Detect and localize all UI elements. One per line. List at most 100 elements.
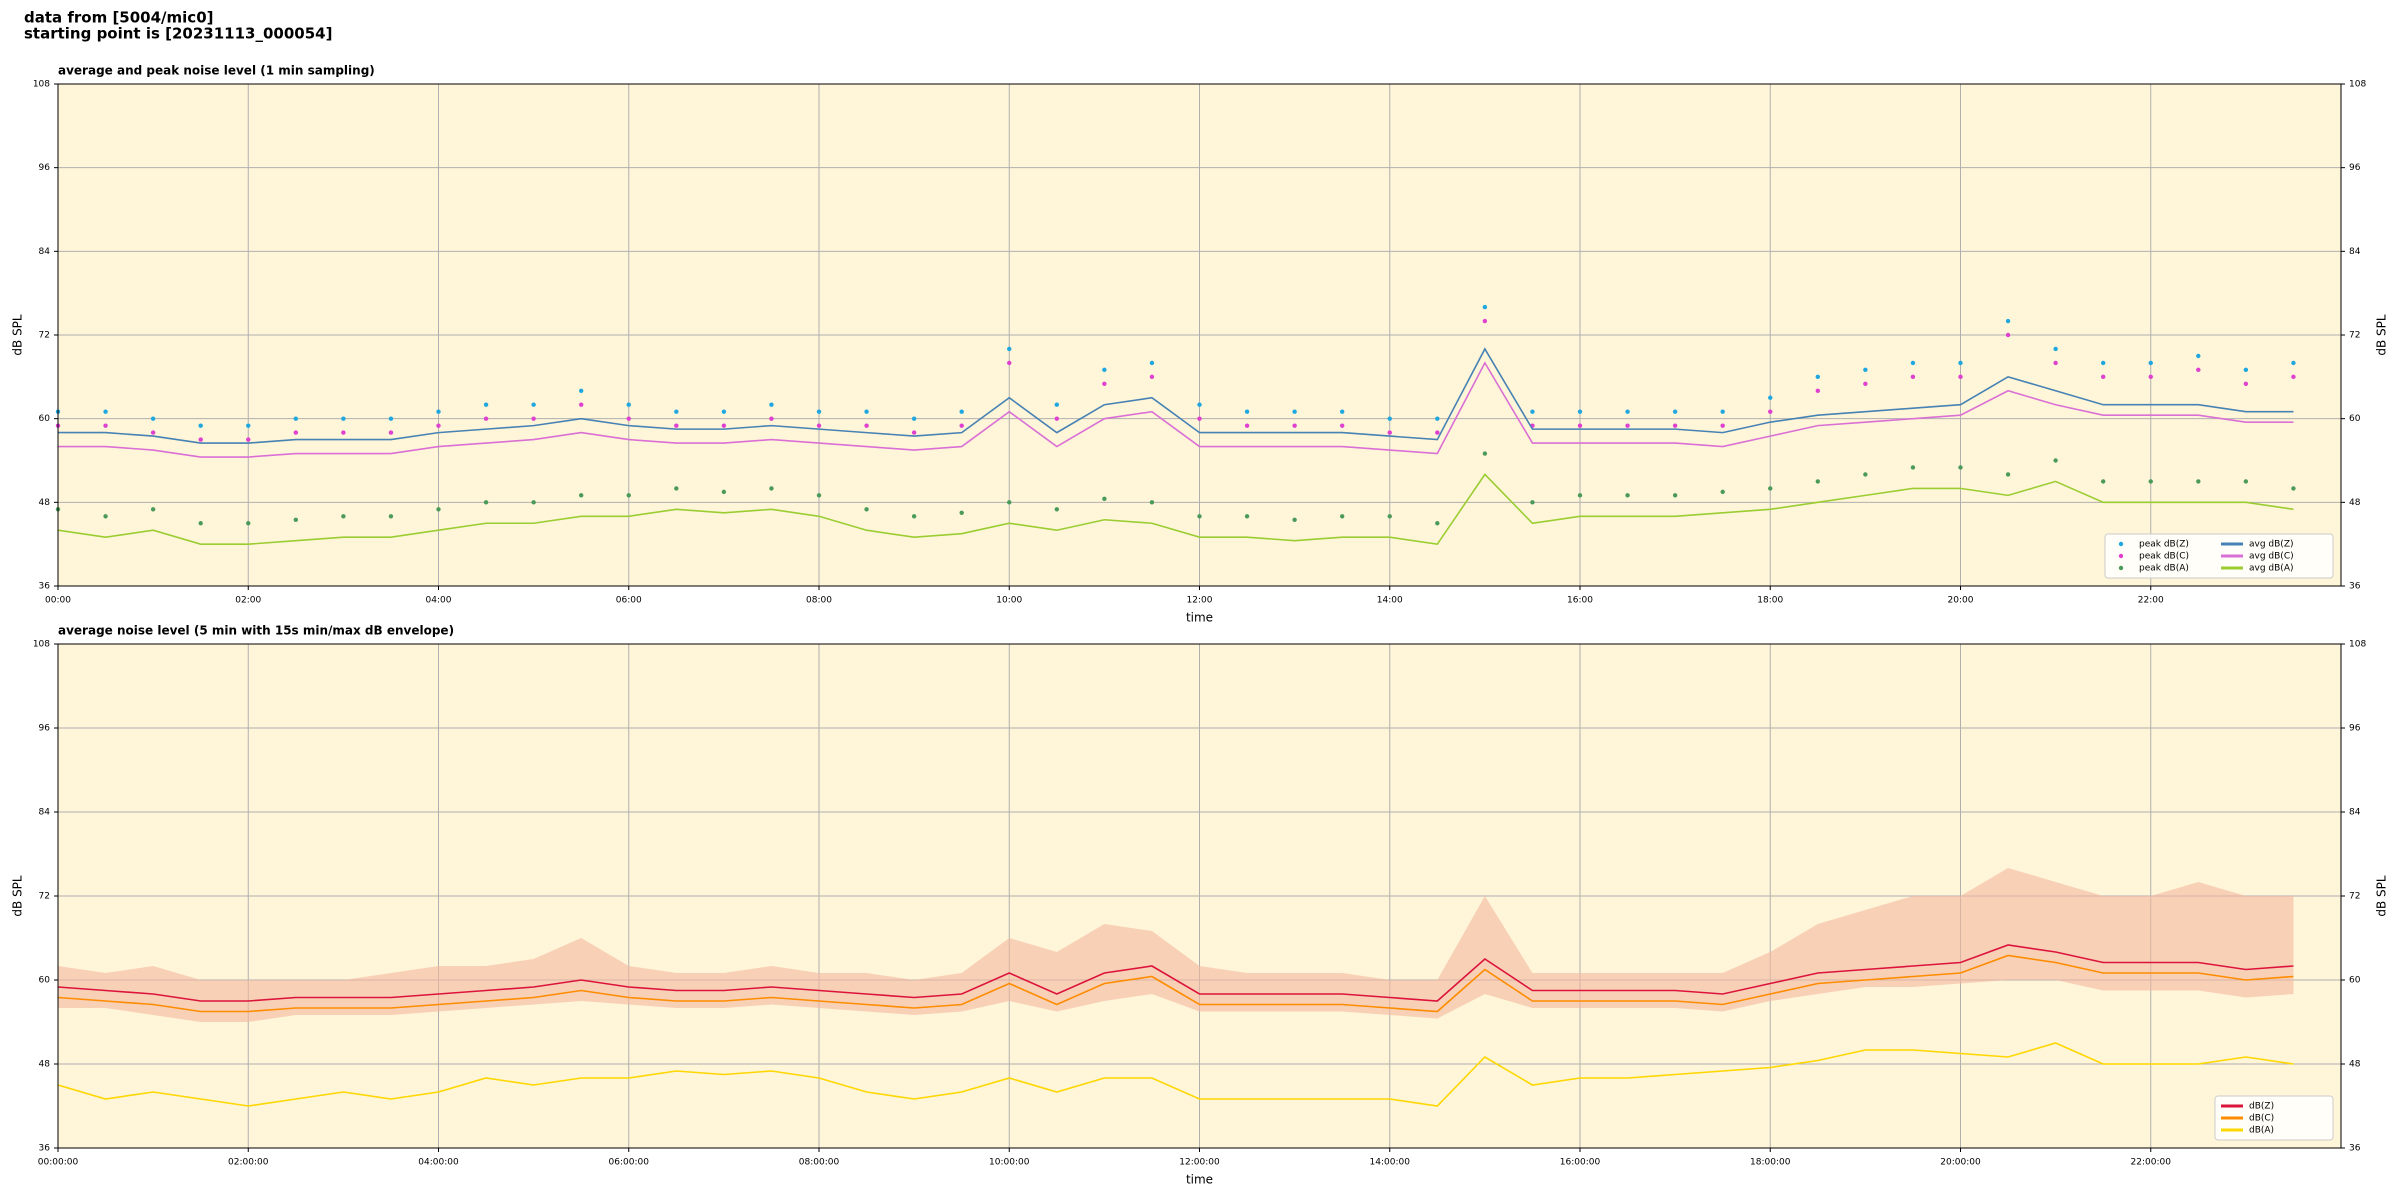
peak-dot <box>2243 381 2249 387</box>
peak-dot <box>2100 479 2106 484</box>
peak-dot <box>578 388 584 393</box>
peak-dot <box>1863 472 1868 477</box>
peak-dot <box>1910 360 1916 366</box>
peak-dot <box>150 507 156 512</box>
series-line <box>58 347 2294 444</box>
y-tick-label: 108 <box>33 80 50 90</box>
x-tick-label: 20:00:00 <box>1940 1158 1981 1168</box>
peak-dot <box>959 409 964 414</box>
peak-dot <box>293 517 299 522</box>
peak-dot <box>246 521 251 526</box>
legend-label: peak dB(C) <box>2139 552 2189 562</box>
x-tick-label: 22:00:00 <box>2131 1158 2172 1168</box>
peak-dot <box>674 486 679 491</box>
peak-dot <box>578 493 584 498</box>
peak-dot <box>911 430 917 435</box>
peak-dot <box>2148 374 2153 380</box>
x-tick-label: 04:00 <box>426 596 452 606</box>
peak-dot <box>1007 500 1012 505</box>
x-tick-label: 22:00 <box>2138 596 2164 606</box>
y-tick-label: 36 <box>39 582 51 592</box>
x-tick-label: 02:00 <box>235 596 261 606</box>
legend-box <box>2214 1095 2334 1141</box>
peak-dot <box>721 423 727 428</box>
peak-dot <box>1482 304 1488 310</box>
peak-dot <box>293 430 299 435</box>
peak-dot <box>578 402 584 407</box>
peak-dot <box>959 510 964 515</box>
peak-dot <box>1863 381 1868 387</box>
legend-label: peak dB(A) <box>2139 564 2189 574</box>
peak-dot <box>2053 458 2058 463</box>
y-tick-label: 84 <box>39 808 51 818</box>
plot-frame <box>57 643 2342 1149</box>
peak-dot <box>864 507 869 512</box>
peak-dot <box>2196 353 2201 359</box>
peak-dot <box>674 409 679 414</box>
peak-dot <box>1197 416 1202 421</box>
peak-dot <box>2005 318 2011 324</box>
peak-dot <box>1577 493 1583 498</box>
peak-dot <box>1672 423 1678 428</box>
peak-dot <box>1435 430 1440 435</box>
peak-dot <box>769 486 774 491</box>
y-tick-label-right: 108 <box>2349 640 2366 650</box>
peak-dot <box>341 416 346 421</box>
peak-dot <box>1768 409 1773 414</box>
x-tick-label: 16:00:00 <box>1560 1158 1601 1168</box>
peak-dot <box>2100 360 2106 366</box>
x-tick-label: 12:00 <box>1187 596 1213 606</box>
peak-dot <box>531 402 536 407</box>
y-tick-label: 72 <box>39 331 50 341</box>
peak-dot <box>1625 409 1630 414</box>
peak-dot <box>1530 409 1535 414</box>
peak-dot <box>1292 409 1297 414</box>
peak-dot <box>1577 409 1583 414</box>
envelope <box>58 868 2294 1022</box>
legend-box <box>2104 533 2334 579</box>
peak-dot <box>2291 374 2296 380</box>
peak-dot <box>626 402 631 407</box>
peak-dot <box>483 500 489 505</box>
peak-dot <box>1054 507 1060 512</box>
plot-frame <box>57 83 2342 587</box>
peak-dot <box>103 514 108 519</box>
peak-dot <box>1197 402 1202 407</box>
peak-dot <box>341 430 346 435</box>
series-line <box>57 954 2294 1013</box>
peak-dot <box>626 493 631 498</box>
peak-dot <box>816 409 822 414</box>
legend-label: avg dB(Z) <box>2249 540 2294 550</box>
peak-dot <box>1863 367 1868 373</box>
peak-dot <box>911 514 917 519</box>
peak-dot <box>2196 479 2201 484</box>
x-tick-label: 16:00 <box>1567 596 1593 606</box>
peak-dot <box>150 430 156 435</box>
panel-title: average noise level (5 min with 15s min/… <box>58 624 454 638</box>
x-tick-label: 00:00 <box>45 596 71 606</box>
peak-dot <box>436 507 441 512</box>
peak-dot <box>2005 332 2011 338</box>
y-tick-label-right: 36 <box>2349 1144 2361 1154</box>
peak-dot <box>2148 479 2153 484</box>
peak-dot <box>626 416 631 421</box>
peak-dot <box>1292 423 1297 428</box>
peak-dot <box>1102 496 1107 502</box>
peak-dot <box>1720 489 1725 495</box>
peak-dot <box>1482 451 1488 456</box>
peak-dot <box>1910 374 1916 380</box>
y-tick-label-right: 96 <box>2349 724 2361 734</box>
x-tick-label: 18:00:00 <box>1750 1158 1791 1168</box>
peak-dot <box>1007 360 1012 366</box>
peak-dot <box>2243 367 2249 373</box>
peak-dot <box>1387 430 1392 435</box>
x-tick-label: 14:00 <box>1377 596 1403 606</box>
legend-label: dB(A) <box>2249 1126 2274 1136</box>
x-tick-label: 18:00 <box>1757 596 1783 606</box>
y-tick-label: 84 <box>39 247 51 257</box>
y-tick-label: 48 <box>39 498 51 508</box>
peak-dot <box>2148 360 2153 366</box>
legend-label: avg dB(C) <box>2249 552 2294 562</box>
y-tick-label: 36 <box>39 1144 51 1154</box>
header-start: starting point is [20231113_000054] <box>24 25 332 43</box>
